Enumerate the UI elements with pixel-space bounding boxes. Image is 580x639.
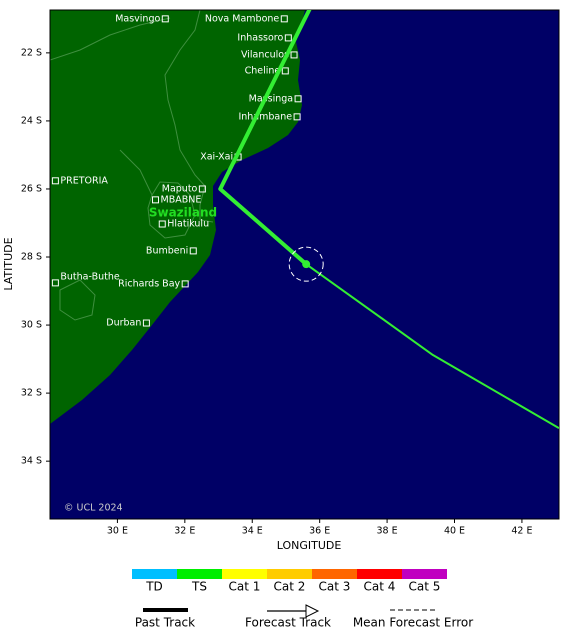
legend-category: Cat 5 bbox=[409, 580, 441, 594]
legend-category: Cat 2 bbox=[274, 580, 306, 594]
legend-swatch bbox=[222, 569, 267, 579]
city-label: MBABNE bbox=[161, 194, 202, 205]
city-marker bbox=[189, 247, 197, 255]
city-label: Inhambane bbox=[238, 111, 292, 122]
x-tick-label: 36 E bbox=[309, 526, 330, 537]
y-tick-label: 28 S bbox=[21, 252, 42, 263]
y-tick-label: 30 S bbox=[21, 320, 42, 331]
y-tick-label: 22 S bbox=[21, 47, 42, 58]
city-label: Butha-Buthe bbox=[60, 271, 119, 282]
legend-swatch bbox=[402, 569, 447, 579]
legend-category: TS bbox=[191, 580, 207, 594]
past_track bbox=[218, 10, 312, 266]
legend-swatch bbox=[312, 569, 357, 579]
legend-label: Past Track bbox=[135, 616, 195, 630]
legend-category: Cat 1 bbox=[229, 580, 261, 594]
legend-forecast-arrow bbox=[305, 604, 320, 618]
city-label: Hlatikulu bbox=[167, 219, 209, 230]
city-marker bbox=[294, 95, 302, 103]
legend-category: Cat 3 bbox=[319, 580, 351, 594]
x-tick-label: 42 E bbox=[511, 526, 532, 537]
city-label: Cheline bbox=[245, 65, 281, 76]
land-layer bbox=[50, 10, 305, 424]
country-label: Swaziland bbox=[149, 206, 217, 220]
legend-category: TD bbox=[145, 580, 163, 594]
copyright: © UCL 2024 bbox=[64, 503, 123, 514]
forecast-error-circle bbox=[288, 246, 324, 282]
x-tick-label: 40 E bbox=[444, 526, 465, 537]
y-tick-label: 32 S bbox=[21, 388, 42, 399]
x-tick-label: 32 E bbox=[174, 526, 195, 537]
legend-category: Cat 4 bbox=[364, 580, 396, 594]
city-label: Vilanculos bbox=[241, 49, 289, 60]
city-marker bbox=[152, 196, 160, 204]
city-label: Masvingo bbox=[115, 13, 160, 24]
city-label: Maputo bbox=[162, 183, 198, 194]
tracks bbox=[218, 10, 559, 430]
legend-swatch bbox=[132, 569, 177, 579]
city-marker bbox=[181, 280, 189, 288]
city-label: Xai-Xai bbox=[200, 151, 233, 162]
x-tick-label: 30 E bbox=[107, 526, 128, 537]
y-tick-label: 34 S bbox=[21, 456, 42, 467]
city-marker bbox=[290, 51, 298, 59]
x-tick-label: 34 E bbox=[242, 526, 263, 537]
storm-position bbox=[302, 260, 311, 269]
city-marker bbox=[284, 34, 292, 42]
y-tick-label: 24 S bbox=[21, 115, 42, 126]
city-marker bbox=[293, 113, 301, 121]
city-marker bbox=[161, 15, 169, 23]
legend-swatch bbox=[267, 569, 312, 579]
y-tick-label: 26 S bbox=[21, 183, 42, 194]
city-label: Richards Bay bbox=[118, 278, 180, 289]
city-label: Bumbeni bbox=[146, 245, 188, 256]
x-tick-label: 38 E bbox=[377, 526, 398, 537]
map-frame bbox=[49, 9, 560, 520]
city-marker bbox=[280, 15, 288, 23]
borders bbox=[50, 10, 214, 321]
city-label: PRETORIA bbox=[60, 175, 108, 186]
land bbox=[50, 10, 305, 424]
city-label: Durban bbox=[106, 318, 141, 329]
city-marker bbox=[51, 177, 59, 185]
legend-swatch bbox=[177, 569, 222, 579]
x-axis-label: LONGITUDE bbox=[277, 539, 342, 552]
city-marker bbox=[198, 185, 206, 193]
city-label: Massinga bbox=[249, 93, 293, 104]
city-label: Nova Mambone bbox=[205, 13, 280, 24]
city-marker bbox=[142, 319, 150, 327]
forecast_track bbox=[305, 263, 559, 430]
legend-label: Forecast Track bbox=[245, 616, 331, 630]
city-label: Inhassoro bbox=[237, 32, 283, 43]
legend-swatch bbox=[357, 569, 402, 579]
city-marker bbox=[51, 279, 59, 287]
city-marker bbox=[281, 67, 289, 75]
city-marker bbox=[158, 220, 166, 228]
y-axis-label: LATITUDE bbox=[2, 237, 15, 290]
legend-label: Mean Forecast Error bbox=[353, 616, 473, 630]
